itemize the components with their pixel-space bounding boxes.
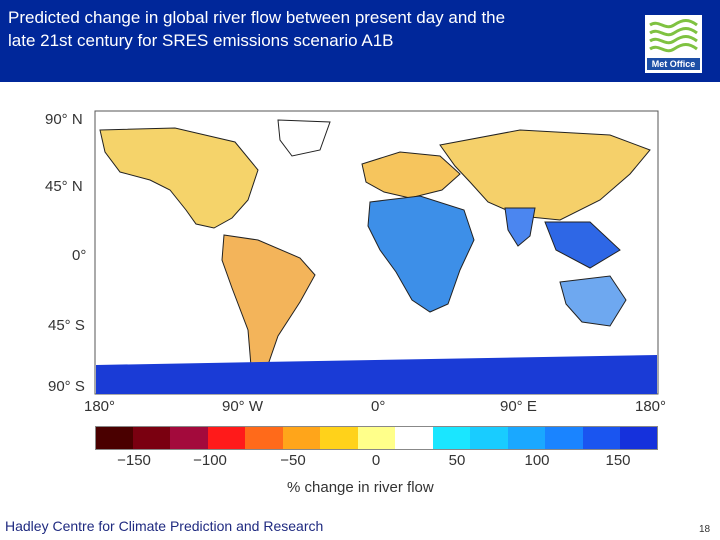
footer-credit: Hadley Centre for Climate Prediction and… — [5, 518, 324, 534]
legend-tick-label: 100 — [524, 452, 550, 469]
south-america — [221, 234, 316, 383]
lat-label-0: 0° — [72, 247, 86, 264]
greenland — [277, 119, 331, 157]
legend-tick-label: 50 — [448, 452, 466, 469]
met-office-logo: Met Office — [645, 15, 702, 73]
india — [504, 207, 536, 247]
legend-swatch — [470, 426, 509, 450]
title-line-1: Predicted change in global river flow be… — [8, 8, 506, 27]
lon-label-0: 0° — [371, 398, 385, 415]
north-america — [99, 127, 259, 229]
legend-swatch — [282, 426, 321, 450]
wave-icon — [649, 19, 698, 53]
antarctica — [96, 355, 657, 394]
legend-swatch — [582, 426, 621, 450]
legend-tick-label: −150 — [117, 452, 151, 469]
legend-swatch — [545, 426, 584, 450]
legend-swatch — [207, 426, 246, 450]
australia — [559, 275, 627, 327]
legend-swatch — [395, 426, 434, 450]
legend-swatch — [357, 426, 396, 450]
page-number: 18 — [699, 524, 711, 535]
asia — [439, 129, 651, 221]
lat-label-45s: 45° S — [48, 317, 85, 334]
legend-tick-label: −50 — [280, 452, 306, 469]
legend-swatch — [132, 426, 171, 450]
lon-label-180e: 180° — [635, 398, 666, 415]
title-line-2: late 21st century for SRES emissions sce… — [8, 31, 394, 50]
lon-label-90e: 90° E — [500, 398, 537, 415]
slide-title: Predicted change in global river flow be… — [8, 6, 628, 52]
legend-tick-label: 150 — [605, 452, 631, 469]
lon-label-90w: 90° W — [222, 398, 264, 415]
logo-text: Met Office — [647, 58, 700, 70]
lat-label-90s: 90° S — [48, 378, 85, 395]
header-bar: Predicted change in global river flow be… — [0, 0, 720, 82]
lat-label-90n: 90° N — [45, 111, 83, 128]
world-map: 90° N 45° N 0° 45° S 90° S 180° 90° W 0°… — [0, 90, 720, 420]
africa — [367, 195, 475, 313]
europe — [361, 151, 461, 199]
legend-tick-label: −100 — [193, 452, 227, 469]
legend-swatch — [245, 426, 284, 450]
legend-axis-label: % change in river flow — [287, 479, 434, 496]
map-canvas: 90° N 45° N 0° 45° S 90° S 180° 90° W 0°… — [45, 110, 666, 415]
legend-swatch — [95, 426, 133, 450]
legend-color-bar — [95, 426, 659, 450]
lon-label-180w: 180° — [84, 398, 115, 415]
legend-swatch — [620, 426, 659, 450]
legend-swatch — [170, 426, 209, 450]
legend-swatch — [507, 426, 546, 450]
lat-label-45n: 45° N — [45, 178, 83, 195]
legend-swatch — [432, 426, 471, 450]
legend-swatch — [320, 426, 359, 450]
legend-tick-label: 0 — [371, 452, 381, 469]
southeast-asia — [544, 221, 621, 269]
